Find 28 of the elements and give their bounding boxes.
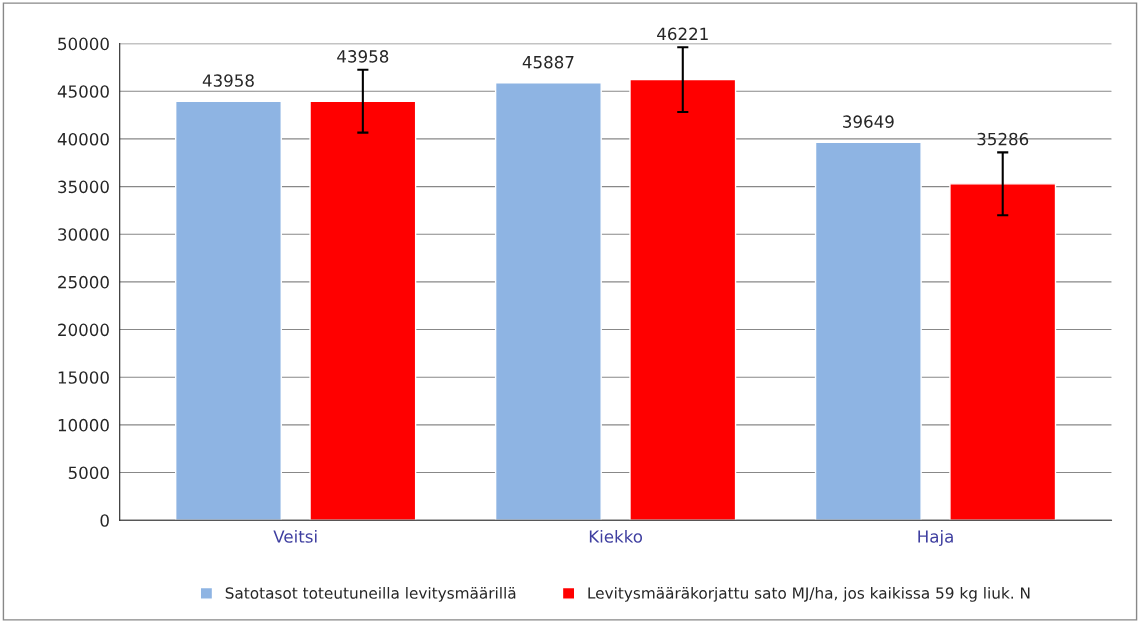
x-tick-label: Veitsi xyxy=(273,529,317,543)
y-tick-label: 5000 xyxy=(68,466,109,480)
y-tick-label: 50000 xyxy=(58,37,109,51)
data-label: 45887 xyxy=(522,55,574,69)
bar xyxy=(949,183,1057,521)
y-tick-label: 20000 xyxy=(58,323,109,337)
bar xyxy=(494,82,602,521)
data-label: 43958 xyxy=(337,50,389,63)
data-label: 39649 xyxy=(843,115,894,128)
legend-label: Satotasot toteutuneilla levitysmäärillä xyxy=(225,586,516,602)
data-label: 35286 xyxy=(977,132,1029,146)
bar xyxy=(174,100,282,521)
data-label: 46221 xyxy=(657,27,708,41)
y-tick-label: 45000 xyxy=(57,85,109,98)
bar xyxy=(309,100,417,521)
y-tick-label: 15000 xyxy=(58,371,109,384)
legend-label: Levitysmääräkorjattu sato MJ/ha, jos kaikissa 59 kg liuk. N xyxy=(588,586,1030,602)
x-tick-label: Haja xyxy=(918,529,953,547)
bar xyxy=(629,78,737,521)
y-tick-label: 30000 xyxy=(58,228,109,241)
y-tick-label: 10000 xyxy=(58,418,109,432)
data-label: 43958 xyxy=(202,74,254,87)
y-tick-label: 0 xyxy=(100,514,109,527)
y-tick-label: 35000 xyxy=(58,180,109,194)
y-tick-label: 25000 xyxy=(58,275,109,289)
x-tick-label: Kiekko xyxy=(589,529,643,543)
y-tick-label: 40000 xyxy=(57,132,109,146)
bar xyxy=(814,141,922,521)
